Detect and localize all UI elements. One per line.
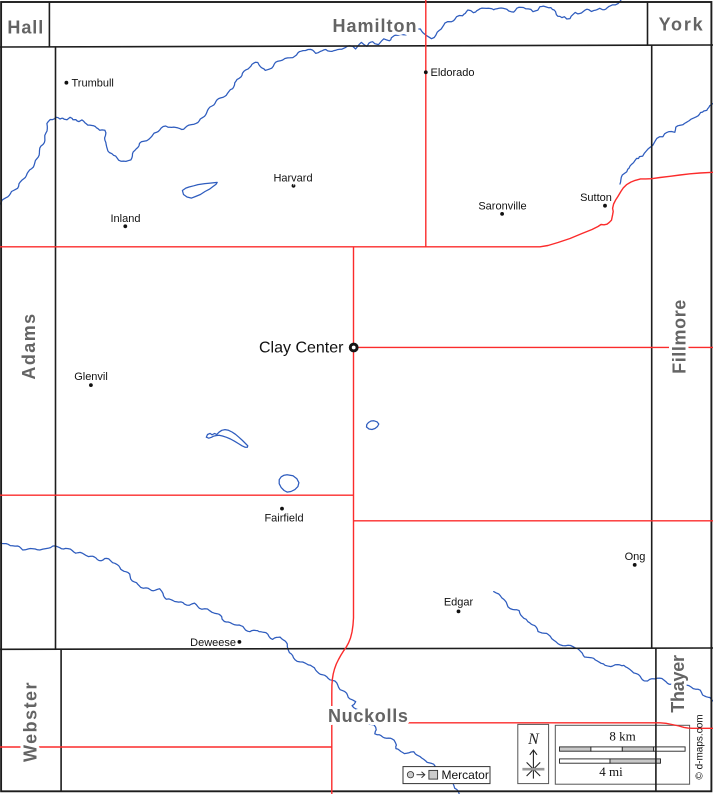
svg-text:Glenvil: Glenvil [74,371,108,383]
svg-text:Trumbull: Trumbull [72,78,114,90]
svg-text:Edgar: Edgar [444,597,474,609]
svg-text:Webster: Webster [21,681,41,762]
svg-text:Nuckolls: Nuckolls [328,706,409,726]
svg-text:Sutton: Sutton [580,192,612,204]
svg-text:Fillmore: Fillmore [669,299,689,374]
svg-text:Harvard: Harvard [273,172,312,184]
svg-text:Mercator: Mercator [442,768,489,782]
svg-text:Adams: Adams [19,312,39,379]
svg-text:Saronville: Saronville [478,200,526,212]
svg-text:N: N [527,731,540,748]
svg-text:Deweese: Deweese [190,637,236,649]
svg-text:Hamilton: Hamilton [332,16,417,36]
svg-text:Thayer: Thayer [668,655,688,713]
svg-text:Inland: Inland [111,213,141,225]
svg-text:York: York [659,15,705,35]
svg-text:Hall: Hall [7,17,44,37]
svg-text:8 km: 8 km [609,729,635,744]
svg-text:Clay Center: Clay Center [259,340,344,357]
svg-text:Ong: Ong [625,551,646,563]
svg-text:Fairfield: Fairfield [264,512,303,524]
svg-text:Eldorado: Eldorado [431,67,475,79]
svg-text:© d-maps.com: © d-maps.com [695,714,706,779]
svg-text:4 mi: 4 mi [599,764,623,779]
